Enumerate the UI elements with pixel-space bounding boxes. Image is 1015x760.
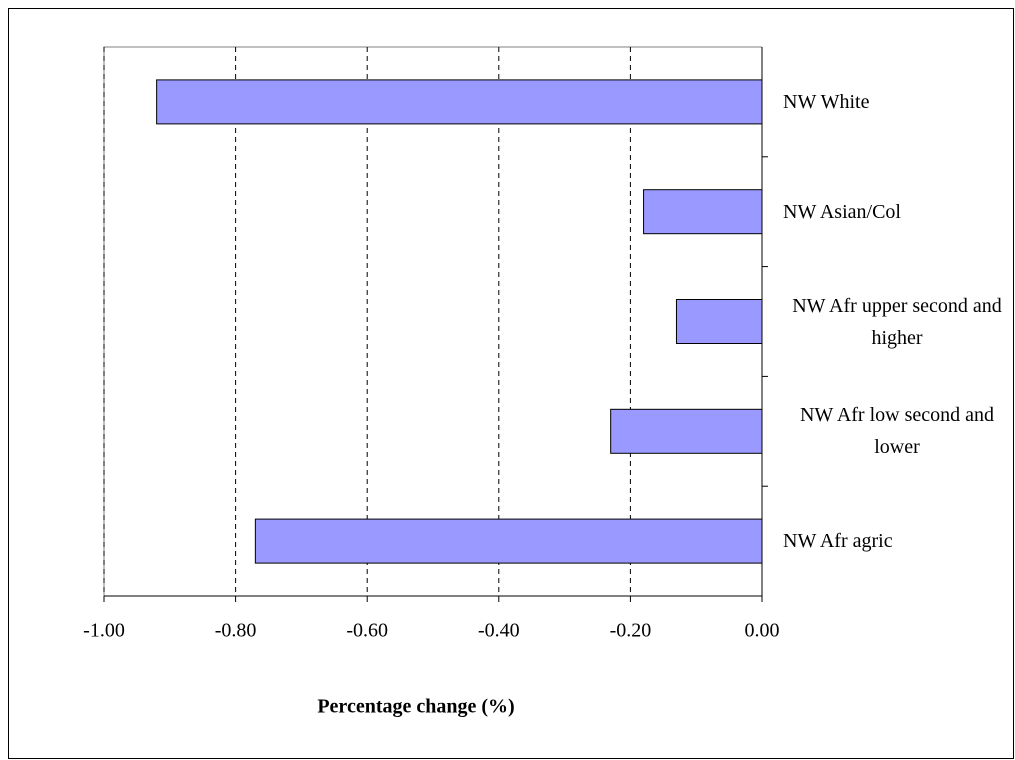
y-tick-label: NW Afr low second and lower	[799, 404, 995, 459]
bar	[254, 518, 763, 564]
chart-frame	[8, 8, 1014, 759]
bar	[156, 79, 763, 125]
x-tick-label: -0.40	[478, 620, 520, 642]
y-tick-label: NW White	[783, 90, 870, 113]
bar	[610, 408, 763, 454]
x-tick-label: -0.80	[215, 620, 257, 642]
x-tick-label: -1.00	[83, 620, 125, 642]
y-tick-label: NW Asian/Col	[783, 200, 901, 223]
y-tick-label: NW Afr agric	[783, 530, 893, 553]
x-axis-title: Percentage change (%)	[317, 696, 514, 718]
x-tick-label: -0.60	[346, 620, 388, 642]
bar	[643, 189, 763, 235]
bar	[675, 299, 763, 344]
plot-border	[103, 46, 762, 596]
x-tick-label: 0.00	[745, 620, 780, 642]
y-tick-label: NW Afr upper second and higher	[792, 294, 1002, 349]
x-tick-label: -0.20	[610, 620, 652, 642]
